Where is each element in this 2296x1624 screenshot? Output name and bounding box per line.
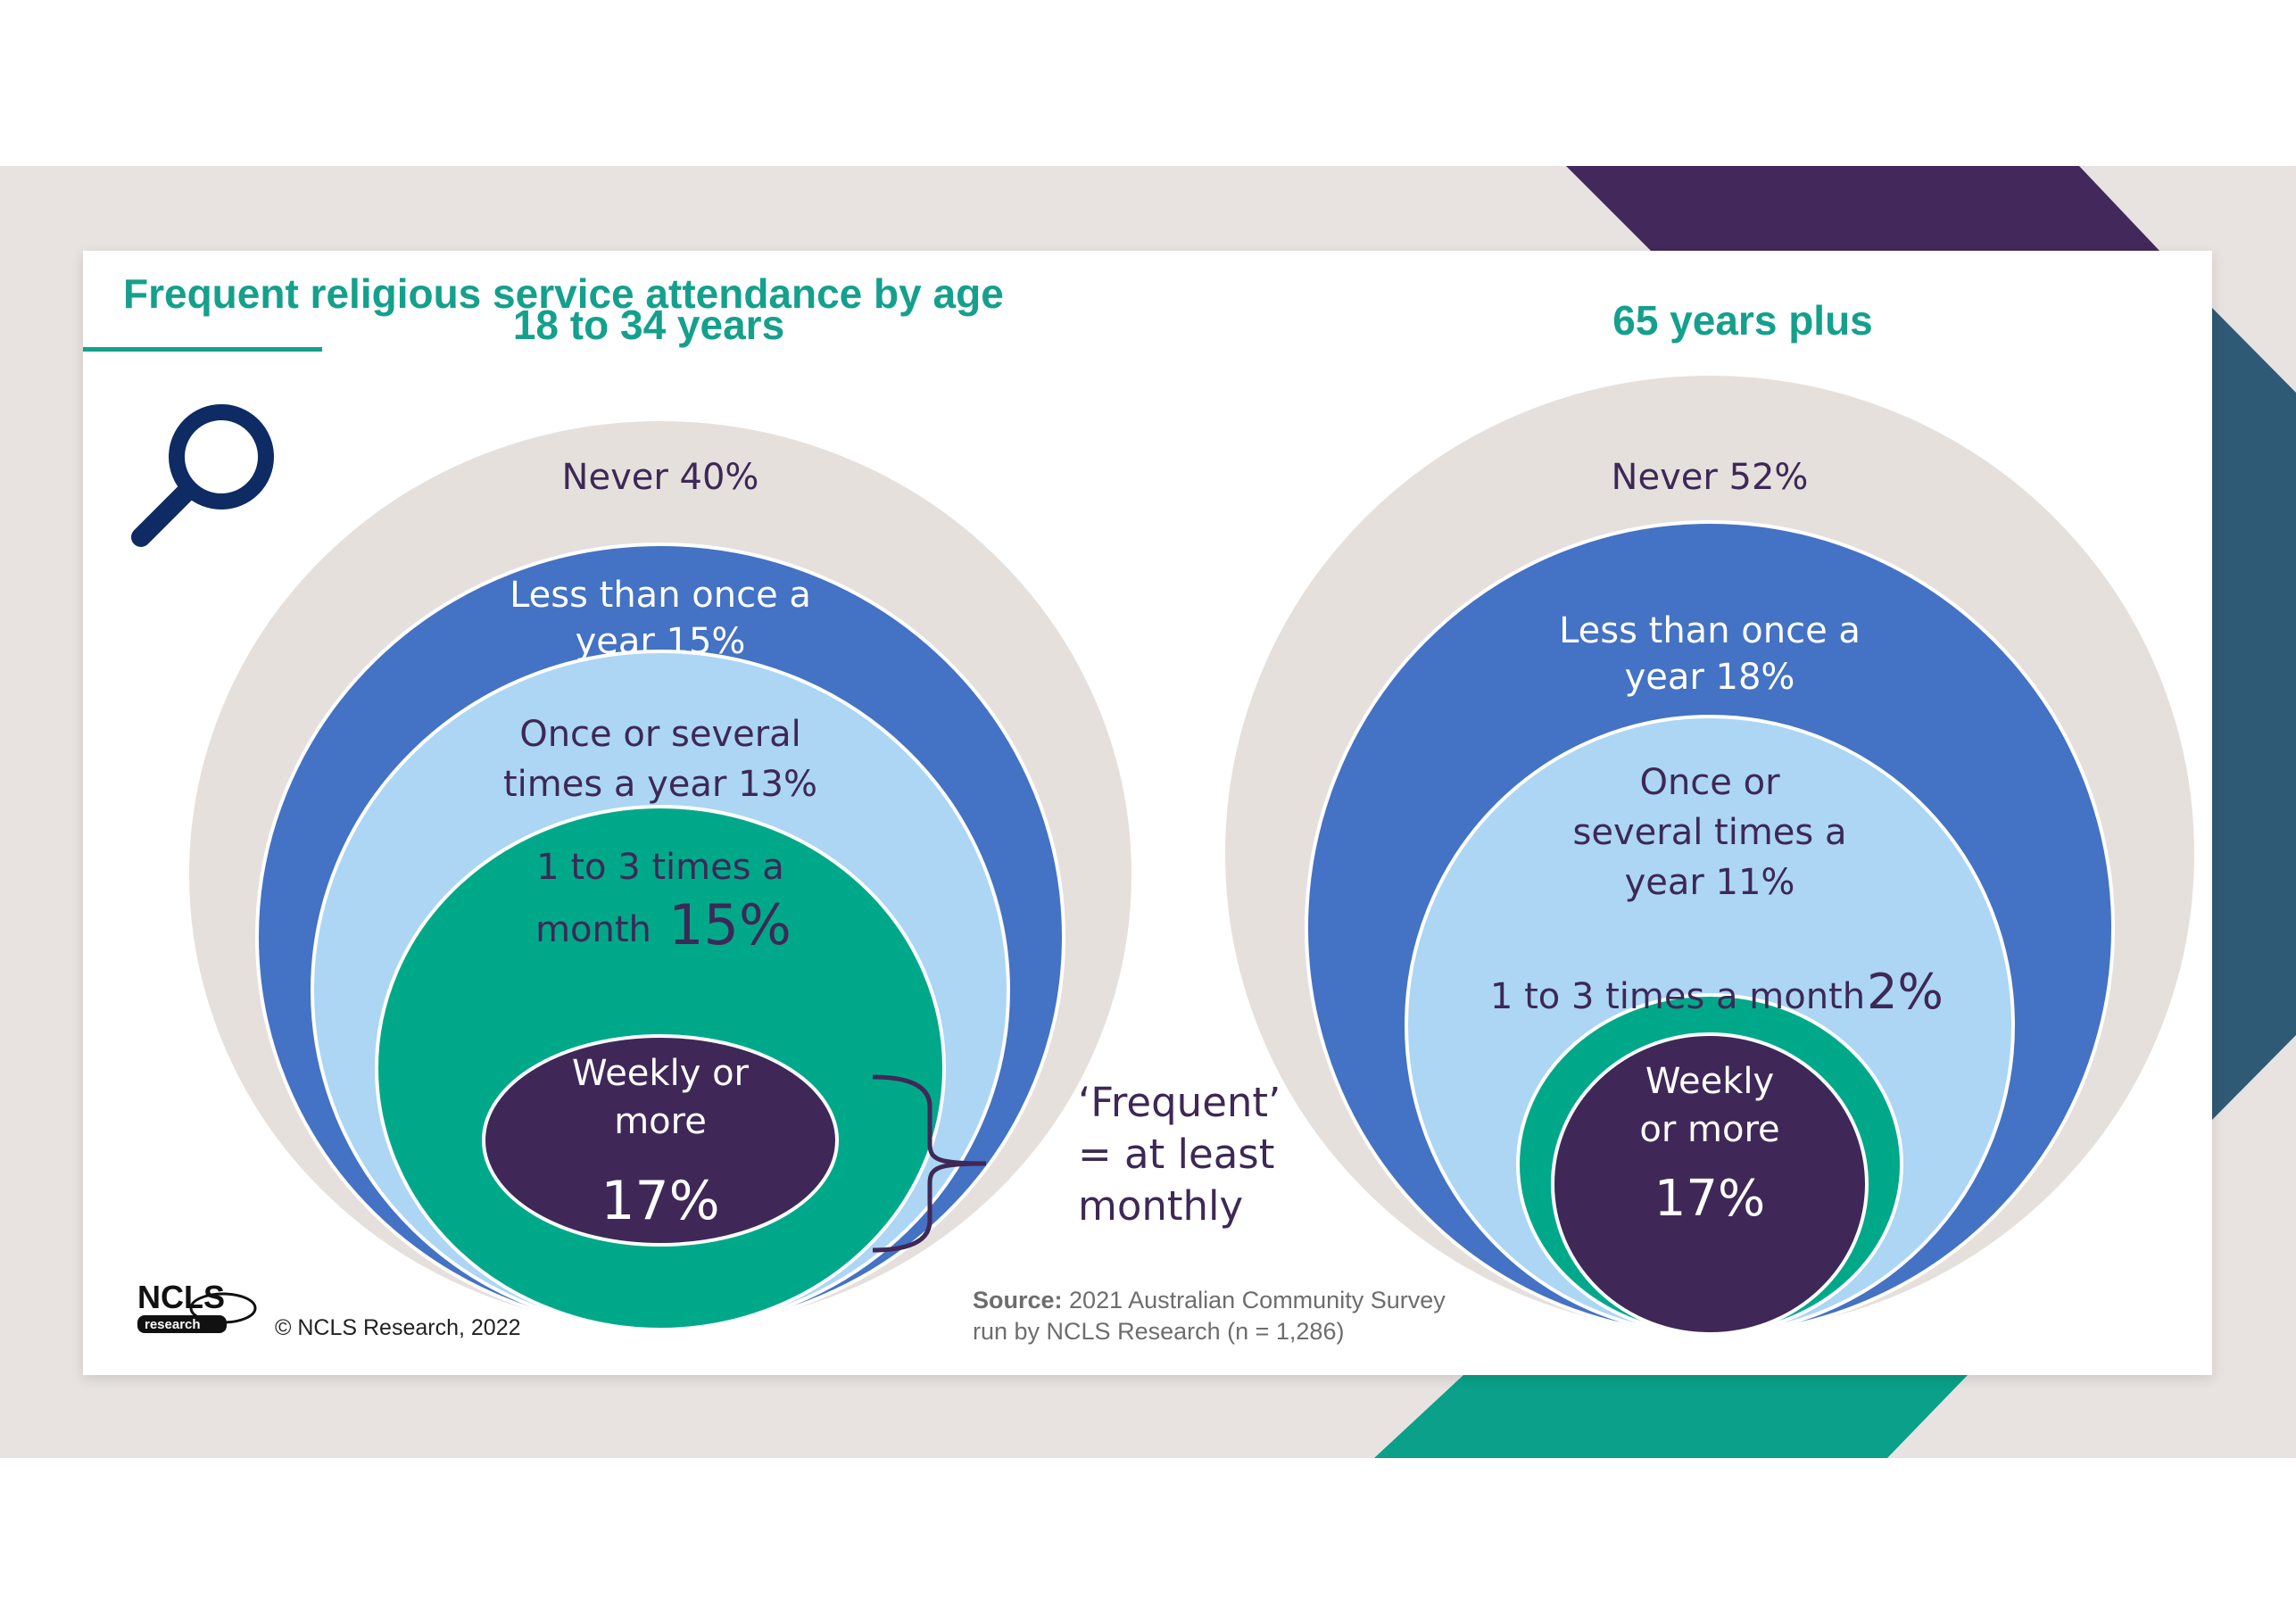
source-line-1: 2021 Australian Community Survey xyxy=(1062,1287,1446,1313)
label-once-or-several-times-a-year-line-1: times a year 13% xyxy=(503,764,817,805)
label-weekly-or-more-line-1: or more xyxy=(1639,1109,1779,1150)
label-one-to-three-times-a-month-line-0: 1 to 3 times a month xyxy=(1490,976,1865,1017)
label-once-or-several-times-a-year-line-2: year 11% xyxy=(1625,862,1795,903)
label-never-line-0: Never 52% xyxy=(1612,457,1809,498)
group-title-18-to-34: 18 to 34 years xyxy=(512,302,785,348)
gradient-stripe-right xyxy=(2212,308,2296,1120)
circle-weekly-or-more xyxy=(482,1034,839,1247)
label-less-than-once-a-year-line-1: year 18% xyxy=(1625,657,1795,698)
label-once-or-several-times-a-year-line-0: Once or several xyxy=(519,714,801,755)
frequent-brace xyxy=(872,1074,987,1253)
logo-text-research: research xyxy=(145,1317,201,1332)
circle-weekly-or-more xyxy=(1551,1032,1869,1336)
source-line-2: run by NCLS Research (n = 1,286) xyxy=(973,1318,1345,1345)
label-weekly-or-more-line-0: Weekly xyxy=(1645,1061,1774,1102)
label-less-than-once-a-year-line-0: Less than once a xyxy=(510,575,811,616)
value-label-one-to-three-times-a-month: 15% xyxy=(668,892,792,957)
search-icon xyxy=(125,402,286,562)
value-label-one-to-three-times-a-month: 2% xyxy=(1867,964,1944,1020)
group-title-65-plus: 65 years plus xyxy=(1612,297,1873,344)
label-one-to-three-times-a-month-line-0: 1 to 3 times a xyxy=(536,847,784,888)
page-title: Frequent religious service attendance by… xyxy=(123,270,1004,317)
frequent-definition-note: ‘Frequent’ = at least monthly xyxy=(1078,1079,1281,1230)
copyright: © NCLS Research, 2022 xyxy=(275,1315,521,1340)
label-weekly-or-more-line-0: Weekly or xyxy=(572,1053,750,1094)
logo-text-ncls: NCLS xyxy=(137,1279,225,1315)
ncls-logo: NCLS research xyxy=(134,1274,259,1337)
title-underline xyxy=(83,347,322,352)
label-never-line-0: Never 40% xyxy=(562,457,759,498)
teal-stripe-bottom xyxy=(1374,1375,1968,1458)
label-one-to-three-times-a-month-line-1: month xyxy=(535,909,651,950)
chart-group-1: Never 52% Less than once a year 18% Once or… xyxy=(1222,372,2198,1336)
value-label-weekly-or-more: 17% xyxy=(1654,1170,1765,1228)
label-once-or-several-times-a-year-line-1: several times a xyxy=(1573,812,1847,853)
label-less-than-once-a-year-line-0: Less than once a xyxy=(1559,610,1861,651)
purple-stripe-top xyxy=(1566,166,2159,251)
source-note: Source: 2021 Australian Community Survey… xyxy=(973,1285,1446,1347)
value-label-weekly-or-more: 17% xyxy=(601,1170,719,1232)
label-once-or-several-times-a-year-line-0: Once or xyxy=(1639,762,1780,803)
label-less-than-once-a-year-line-1: year 15% xyxy=(576,621,746,662)
source-label: Source: xyxy=(973,1287,1063,1313)
chart-group-0: Never 40% Less than once a year 15% Once or… xyxy=(186,418,1135,1331)
label-weekly-or-more-line-1: more xyxy=(614,1101,707,1142)
